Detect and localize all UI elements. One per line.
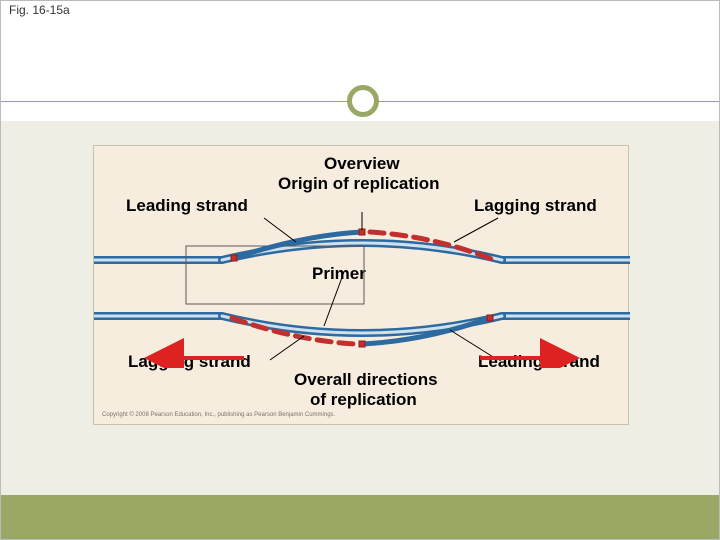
label-directions-line1: Overall directions xyxy=(294,370,438,390)
figure-number-label: Fig. 16-15a xyxy=(7,3,72,17)
dna-diagram xyxy=(94,208,630,368)
copyright-text: Copyright © 2008 Pearson Education, Inc.… xyxy=(102,412,335,418)
figure-card: Overview Origin of replication Leading s… xyxy=(93,145,629,425)
bottom-accent-bar xyxy=(1,495,719,539)
ring-ornament-icon xyxy=(347,85,379,117)
label-overview: Overview xyxy=(324,154,400,174)
slide: Fig. 16-15a Overview Origin of replicati… xyxy=(0,0,720,540)
dna-svg xyxy=(94,208,630,368)
label-origin: Origin of replication xyxy=(278,174,440,194)
label-directions-line2: of replication xyxy=(310,390,417,410)
